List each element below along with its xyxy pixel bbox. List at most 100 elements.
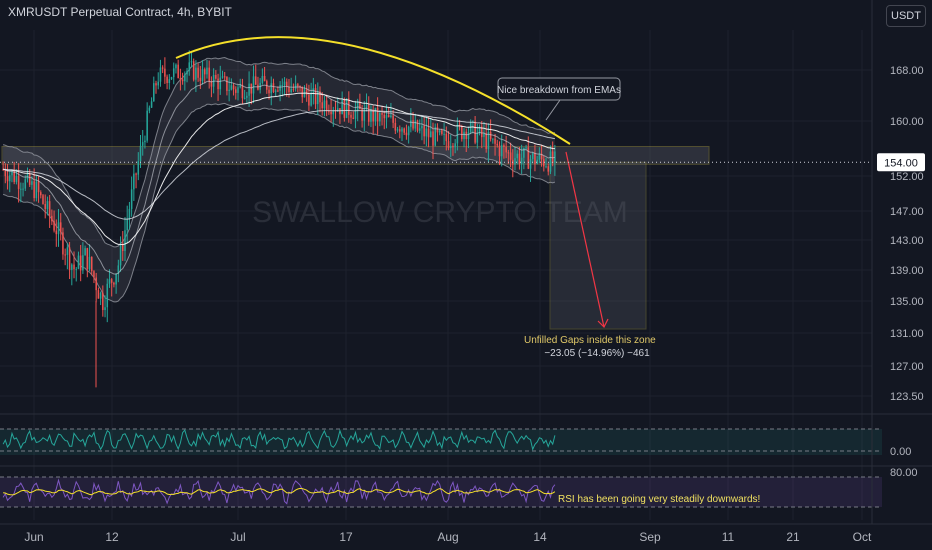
candle-body bbox=[102, 292, 104, 311]
candle-body bbox=[66, 247, 69, 255]
candle-body bbox=[139, 145, 142, 162]
candle-body bbox=[73, 264, 75, 270]
candle-body bbox=[59, 222, 62, 233]
candle-body bbox=[449, 145, 452, 149]
candle-body bbox=[456, 124, 459, 144]
ema-line bbox=[3, 92, 555, 246]
time-axis: Jun 12 Jul 17 Aug 14 Sep 11 21 Oct bbox=[24, 530, 872, 544]
candle-body bbox=[31, 181, 33, 185]
x-tick-label: 14 bbox=[533, 530, 547, 544]
candle-body bbox=[321, 102, 323, 109]
x-tick-label: 17 bbox=[339, 530, 353, 544]
candle-body bbox=[339, 108, 341, 115]
x-tick-label: Jul bbox=[230, 530, 245, 544]
candle-body bbox=[310, 92, 312, 106]
candle-body bbox=[71, 264, 73, 270]
candle-body bbox=[144, 140, 146, 143]
current-price-tag bbox=[877, 153, 925, 172]
candle-body bbox=[487, 131, 490, 149]
candle-body bbox=[452, 145, 454, 148]
candle-body bbox=[403, 128, 405, 133]
candle-body bbox=[356, 102, 359, 110]
candle-body bbox=[24, 179, 27, 189]
candle-body bbox=[379, 112, 381, 122]
candle-body bbox=[376, 107, 379, 122]
candle-body bbox=[523, 147, 525, 158]
candle-body bbox=[208, 67, 210, 82]
candle-body bbox=[534, 153, 536, 164]
candle-body bbox=[381, 112, 383, 115]
candle-body bbox=[188, 62, 191, 71]
candle-body bbox=[336, 108, 339, 111]
candle-body bbox=[290, 88, 292, 93]
arc-layer bbox=[175, 36, 571, 145]
y-tick-label: 152.00 bbox=[890, 171, 924, 183]
candle-body bbox=[297, 84, 299, 87]
candle-body bbox=[474, 121, 476, 143]
candle-body bbox=[232, 85, 235, 90]
candle-body bbox=[35, 181, 38, 199]
rsi-panel bbox=[0, 0, 932, 525]
candle-body bbox=[161, 67, 164, 69]
candle-body bbox=[141, 142, 144, 146]
candle-body bbox=[93, 271, 95, 278]
x-tick-label: 21 bbox=[786, 530, 800, 544]
candle-body bbox=[505, 146, 507, 153]
current-price-label: 154.00 bbox=[884, 157, 918, 169]
note-pointer bbox=[545, 99, 561, 121]
candle-body bbox=[354, 109, 357, 119]
candle-body bbox=[48, 201, 51, 216]
candle-body bbox=[485, 132, 487, 149]
y-tick-label: 123.50 bbox=[890, 391, 924, 403]
candle-body bbox=[436, 127, 439, 133]
candle-body bbox=[401, 128, 403, 132]
candle-body bbox=[137, 161, 140, 175]
candle-body bbox=[88, 257, 91, 269]
bollinger-upper bbox=[2, 56, 556, 248]
candle-body bbox=[246, 95, 248, 98]
candle-body bbox=[181, 79, 184, 82]
candle-body bbox=[97, 290, 100, 299]
chart-title: XMRUSDT Perpetual Contract, 4h, BYBIT bbox=[8, 5, 232, 19]
candle-body bbox=[390, 115, 392, 118]
x-tick-label: Oct bbox=[853, 530, 872, 544]
candle-body bbox=[345, 98, 348, 118]
candle-body bbox=[113, 282, 115, 285]
candle-body bbox=[416, 120, 419, 131]
candle-body bbox=[168, 79, 171, 84]
candle-body bbox=[396, 129, 399, 131]
candle-body bbox=[106, 283, 109, 308]
candle-body bbox=[17, 176, 20, 189]
candle-body bbox=[33, 181, 35, 199]
candle-body bbox=[494, 138, 496, 144]
chart-grid bbox=[0, 30, 872, 520]
currency-button[interactable]: USDT bbox=[886, 5, 926, 27]
osc-line bbox=[2, 428, 556, 451]
candle-body bbox=[86, 248, 89, 269]
candle-body bbox=[15, 176, 18, 182]
y-tick-label: 127.00 bbox=[890, 361, 924, 373]
candle-body bbox=[314, 88, 317, 105]
candle-body bbox=[463, 131, 465, 140]
candle-body bbox=[261, 75, 264, 83]
candle-body bbox=[430, 131, 432, 138]
candle-body bbox=[281, 85, 284, 87]
candle-body bbox=[514, 158, 516, 165]
ema-line bbox=[2, 79, 556, 275]
candle-body bbox=[219, 77, 222, 90]
candle-body bbox=[288, 86, 290, 93]
candle-body bbox=[40, 192, 42, 196]
candle-body bbox=[192, 61, 195, 80]
candle-body bbox=[203, 69, 206, 75]
candle-body bbox=[274, 90, 277, 92]
candle-body bbox=[489, 131, 492, 139]
candle-body bbox=[441, 130, 443, 134]
candle-body bbox=[370, 109, 372, 122]
candle-body bbox=[518, 153, 521, 164]
candle-body bbox=[332, 109, 335, 115]
candle-body bbox=[190, 61, 193, 63]
candle-body bbox=[372, 109, 374, 122]
bollinger-lower bbox=[2, 102, 556, 303]
candle-body bbox=[150, 101, 153, 108]
